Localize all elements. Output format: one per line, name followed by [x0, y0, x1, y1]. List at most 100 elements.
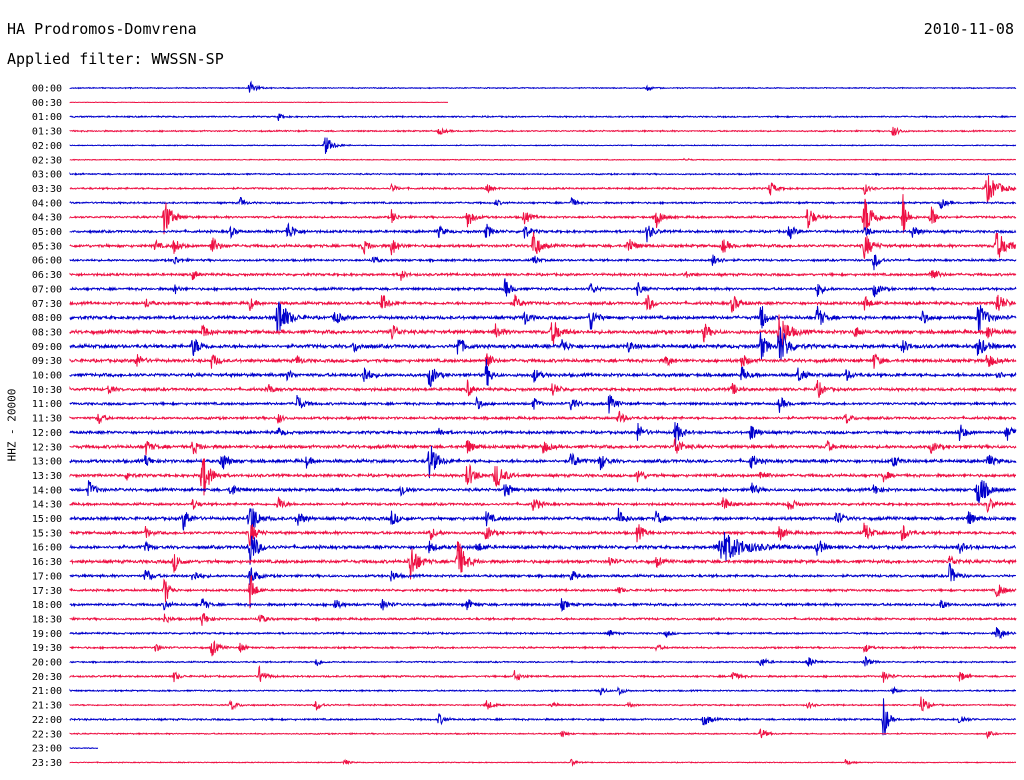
row-time-label: 16:00	[32, 543, 62, 554]
trace-line	[69, 270, 1017, 281]
trace-line	[69, 507, 1017, 531]
trace-line	[69, 445, 1017, 479]
trace-line	[69, 194, 1017, 235]
row-time-label: 10:30	[32, 385, 62, 396]
row-time-label: 01:00	[32, 112, 62, 123]
trace-line	[69, 353, 1017, 369]
row-time-label: 00:30	[32, 98, 62, 109]
row-time-label: 03:00	[32, 170, 62, 181]
trace-line	[69, 627, 1017, 640]
row-time-label: 15:30	[32, 528, 62, 539]
row-time-label: 22:00	[32, 715, 62, 726]
row-time-label: 14:00	[32, 485, 62, 496]
trace-line	[69, 664, 1017, 683]
trace-line	[69, 531, 1017, 565]
trace-line	[69, 301, 1017, 334]
date-label: 2010-11-08	[923, 20, 1014, 38]
row-time-label: 06:00	[32, 256, 62, 267]
row-time-label: 11:00	[32, 399, 62, 410]
row-time-label: 22:30	[32, 729, 62, 740]
row-time-label: 19:00	[32, 629, 62, 640]
trace-line	[69, 437, 1017, 456]
row-time-label: 21:00	[32, 686, 62, 697]
trace-line	[69, 728, 1017, 740]
trace-line	[69, 175, 1017, 204]
station-title: HA Prodromos-Domvrena	[7, 20, 197, 38]
trace-line	[69, 278, 1017, 298]
trace-line	[69, 410, 1017, 424]
row-time-label: 18:00	[32, 600, 62, 611]
trace-line	[69, 522, 1017, 546]
row-time-label: 19:30	[32, 643, 62, 654]
row-time-label: 09:30	[32, 356, 62, 367]
row-time-label: 08:30	[32, 327, 62, 338]
row-time-label: 12:00	[32, 428, 62, 439]
row-time-label: 08:00	[32, 313, 62, 324]
row-time-label: 07:00	[32, 284, 62, 295]
trace-line	[69, 758, 1017, 767]
trace-line	[69, 80, 1017, 93]
trace-line	[69, 480, 1017, 504]
row-time-label: 11:30	[32, 414, 62, 425]
row-time-label: 00:00	[32, 84, 62, 95]
filter-label: Applied filter: WWSSN-SP	[7, 50, 224, 68]
trace-line	[69, 598, 1017, 612]
trace-line	[69, 562, 1017, 586]
trace-line	[69, 458, 1016, 496]
trace-line	[69, 101, 449, 104]
row-time-label: 20:30	[32, 672, 62, 683]
trace-line	[69, 157, 1017, 162]
trace-line	[69, 698, 1017, 736]
trace-line	[69, 294, 1017, 313]
row-time-label: 13:30	[32, 471, 62, 482]
trace-line	[69, 574, 1017, 609]
row-time-label: 21:30	[32, 701, 62, 712]
row-time-label: 06:30	[32, 270, 62, 281]
row-time-label: 14:30	[32, 500, 62, 511]
row-time-label: 12:30	[32, 442, 62, 453]
trace-line	[69, 655, 1017, 667]
trace-line	[69, 126, 1017, 137]
row-time-label: 05:00	[32, 227, 62, 238]
trace-line	[69, 137, 1017, 154]
row-time-label: 16:30	[32, 557, 62, 568]
row-time-label: 04:00	[32, 198, 62, 209]
row-time-label: 23:30	[32, 758, 62, 769]
row-time-label: 17:30	[32, 586, 62, 597]
trace-line	[69, 496, 1017, 514]
row-time-label: 03:30	[32, 184, 62, 195]
row-time-label: 18:30	[32, 614, 62, 625]
row-time-label: 04:30	[32, 213, 62, 224]
row-time-label: 02:00	[32, 141, 62, 152]
trace-line	[69, 379, 1017, 398]
row-time-label: 13:00	[32, 457, 62, 468]
trace-line	[69, 197, 1017, 210]
trace-line	[69, 254, 1017, 271]
row-time-label: 17:00	[32, 571, 62, 582]
trace-line	[69, 422, 1017, 447]
row-time-label: 20:00	[32, 658, 62, 669]
trace-line	[69, 222, 1017, 243]
trace-line	[69, 113, 1017, 121]
trace-line	[69, 747, 99, 750]
row-time-label: 15:00	[32, 514, 62, 525]
row-time-label: 02:30	[32, 155, 62, 166]
trace-line	[69, 696, 1017, 712]
trace-line	[69, 358, 1017, 388]
row-time-label: 05:30	[32, 241, 62, 252]
row-time-label: 01:30	[32, 127, 62, 138]
trace-line	[69, 327, 1017, 361]
trace-line	[69, 232, 1017, 259]
trace-line	[69, 541, 1017, 580]
trace-line	[69, 612, 1017, 626]
row-time-label: 07:30	[32, 299, 62, 310]
row-time-label: 23:00	[32, 744, 62, 755]
trace-line	[69, 314, 1017, 348]
row-time-label: 09:00	[32, 342, 62, 353]
trace-line	[69, 394, 1017, 414]
trace-line	[69, 171, 1017, 177]
trace-line	[69, 685, 1017, 696]
trace-line	[69, 639, 1017, 657]
row-time-label: 10:00	[32, 371, 62, 382]
